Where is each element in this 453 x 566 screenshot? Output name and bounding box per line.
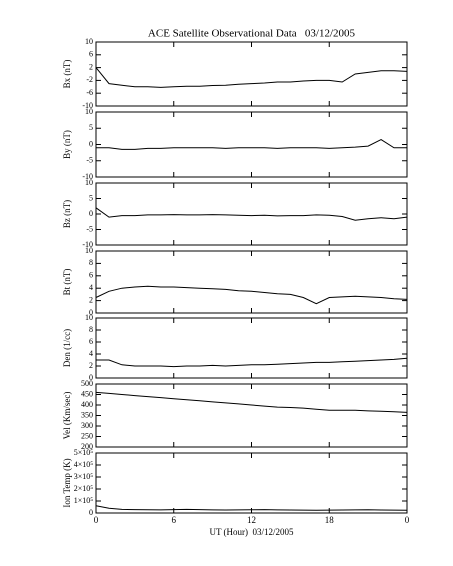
y-tick-label: 5 [89,193,93,202]
y-tick-label: 5×10⁵ [74,448,94,457]
y-tick-label: 8 [89,258,93,267]
y-axis-label: Bx (nT) [62,60,72,89]
y-tick-label: 0 [89,209,93,218]
y-tick-label: -6 [86,88,93,97]
y-axis-label: Vel (Km/sec) [62,392,72,440]
y-tick-label: -5 [86,224,93,233]
y-tick-label: -2 [86,75,93,84]
data-line [95,67,408,88]
x-axis-label: UT (Hour) 03/12/2005 [209,527,294,537]
x-tick-label: 6 [172,515,177,525]
y-tick-label: -10 [82,240,93,249]
y-tick-label: 2 [89,295,93,304]
y-tick-label: 200 [81,442,93,451]
y-tick-label: 10 [85,246,93,255]
y-axis-label: Den (1/cc) [62,329,72,367]
data-line [95,505,408,511]
y-tick-label: 10 [85,37,93,46]
y-tick-label: 6 [89,271,93,280]
x-tick-label: 18 [325,515,335,525]
panel-frame [95,41,408,107]
y-tick-label: 6 [89,50,93,59]
panel-frame [95,250,408,314]
y-tick-label: -10 [82,172,93,181]
y-axis-label: Bz (nT) [62,200,72,228]
panel-frame [95,452,408,514]
panel-frame [95,383,408,448]
y-tick-label: 10 [85,313,93,322]
y-tick-label: 1×10⁵ [74,496,94,505]
y-tick-label: 0 [89,139,93,148]
y-axis-label: By (nT) [62,130,72,159]
y-tick-label: 450 [81,389,93,398]
y-tick-label: -10 [82,101,93,110]
y-tick-label: 250 [81,431,93,440]
y-tick-label: 8 [89,325,93,334]
y-tick-label: 0 [89,308,93,317]
data-line [95,391,408,413]
panel-frame [95,111,408,178]
y-axis-label: Ion Temp (K) [62,458,72,507]
data-line [95,207,408,221]
y-tick-label: 10 [85,178,93,187]
y-tick-label: 4×10⁵ [74,460,94,469]
y-tick-label: 400 [81,400,93,409]
y-tick-label: 2 [89,62,93,71]
y-tick-label: 2×10⁵ [74,484,94,493]
chart-title: ACE Satellite Observational Data 03/12/2… [148,28,356,40]
y-tick-label: 4 [89,283,93,292]
y-tick-label: 0 [89,373,93,382]
y-tick-label: 5 [89,123,93,132]
data-line [96,139,407,150]
y-tick-label: 350 [81,410,93,419]
y-tick-label: 2 [89,361,93,370]
y-axis-label: Bt (nT) [62,269,72,296]
y-tick-label: 3×10⁵ [74,472,94,481]
y-tick-label: 300 [81,421,93,430]
y-tick-label: -5 [86,156,93,165]
y-tick-label: 10 [85,107,93,116]
data-line [96,357,408,368]
y-tick-label: 0 [89,508,93,517]
data-line [95,285,408,305]
x-tick-label: 0 [405,515,410,525]
y-tick-label: 500 [81,379,93,388]
x-tick-label: 12 [247,515,256,525]
y-tick-label: 4 [89,349,93,358]
panel-frame [95,317,408,379]
panel-frame [95,182,408,246]
x-tick-label: 0 [94,515,99,525]
y-tick-label: 6 [89,337,93,346]
